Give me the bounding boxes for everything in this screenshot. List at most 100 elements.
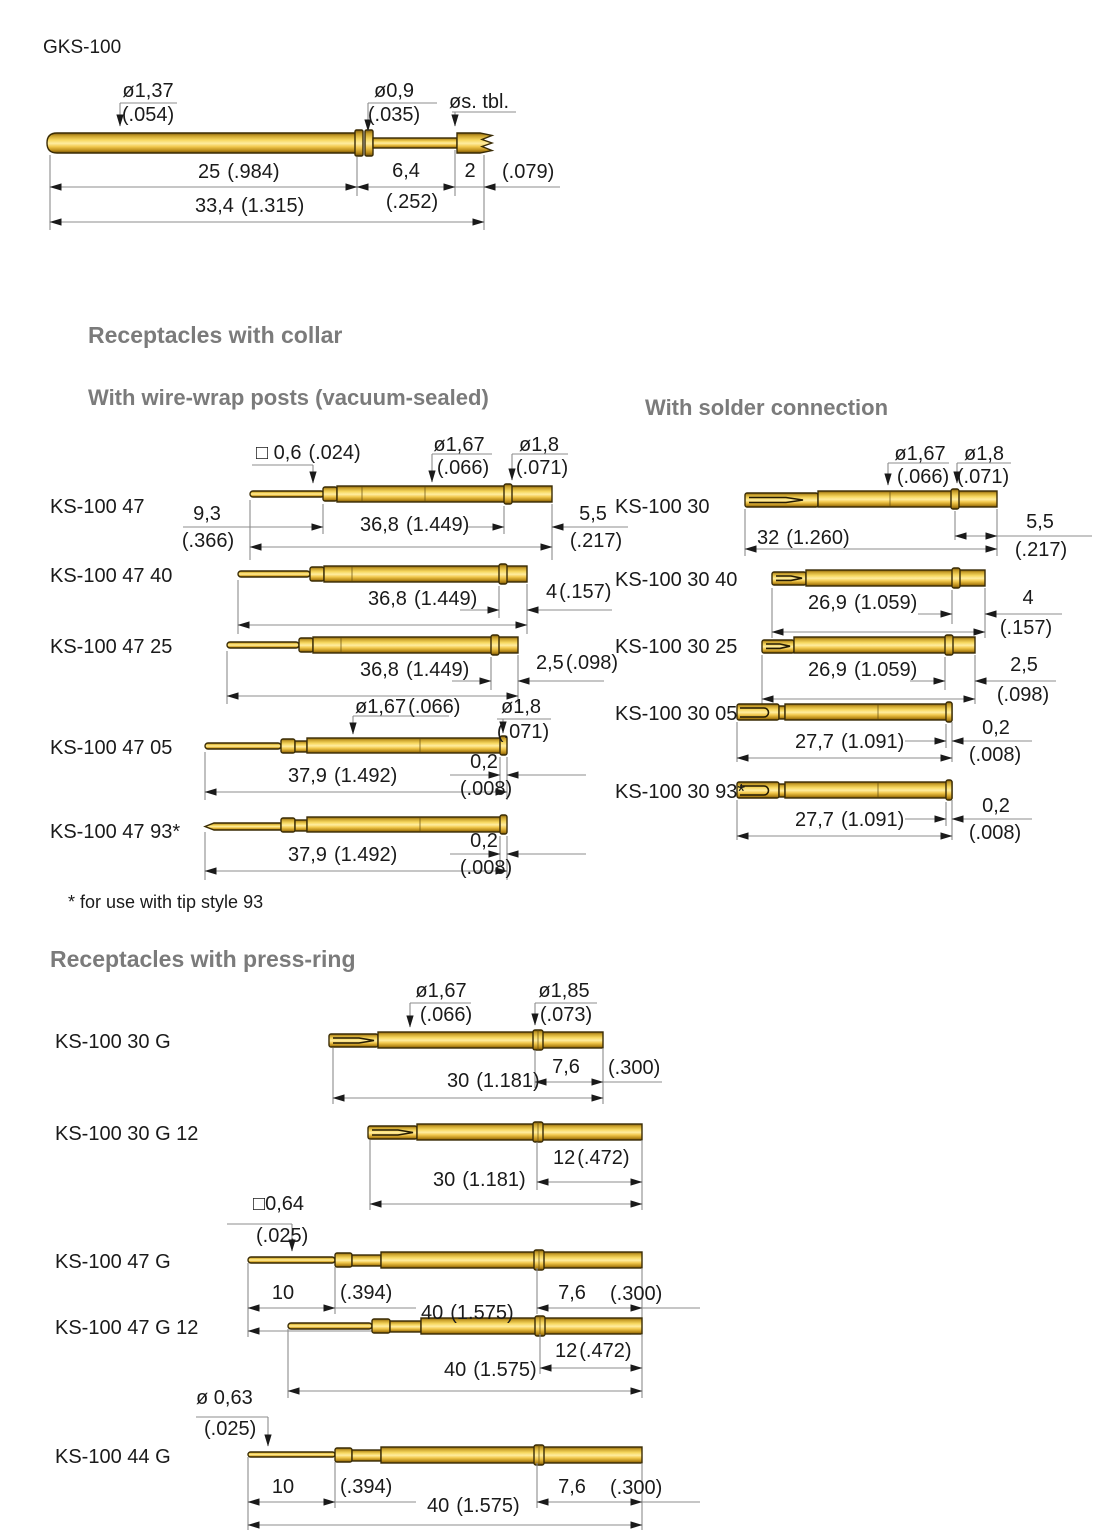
row-label: KS-100 47 <box>50 496 145 518</box>
inch: (.472) <box>579 1340 632 1362</box>
dim-plunger-length-mm: 6,4 <box>392 160 420 182</box>
ks-100-44-g-drawing <box>196 1416 700 1530</box>
dim-post-in: (.394) <box>340 1282 393 1304</box>
mm: 36,8 <box>360 514 399 536</box>
dim-dia2-mm: ø1,8 <box>500 696 542 718</box>
row-label: KS-100 47 05 <box>50 737 173 759</box>
ks-100-30-g-12-drawing <box>367 1121 643 1210</box>
dim-dia2-in: (.071) <box>496 721 550 743</box>
dim-plunger-dia-in: (.035) <box>367 104 421 126</box>
inch: (.472) <box>577 1147 630 1169</box>
dim-end-in: (.217) <box>569 530 623 552</box>
dim-square-post-in: (.025) <box>256 1225 309 1247</box>
mm: 25 <box>198 161 221 183</box>
inch: (1.091) <box>840 731 905 753</box>
dim-end-mm: 2,5 <box>1010 654 1038 676</box>
inch: (1.449) <box>405 514 470 536</box>
row-label: KS-100 30 <box>615 496 710 518</box>
mm: 30 <box>447 1070 470 1092</box>
row-label: KS-100 30 G 12 <box>55 1123 199 1145</box>
mm: 40 <box>427 1495 450 1517</box>
dim-end-in: (.008) <box>459 857 513 879</box>
dim-post-in: (.394) <box>340 1476 393 1498</box>
dim-post-mm: 10 <box>271 1282 295 1304</box>
mm: 12 <box>553 1147 576 1169</box>
dim-dia1-in: (.066) <box>419 1004 473 1026</box>
inch: (1.181) <box>476 1070 540 1092</box>
mm: 2,5 <box>536 652 564 674</box>
row-label: KS-100 30 40 <box>615 569 738 591</box>
mm: 37,9 <box>288 844 327 866</box>
mm: 30 <box>433 1169 456 1191</box>
dim-length: 27,7 (1.091) <box>795 731 905 753</box>
dim-length: 40 (1.575) <box>421 1302 514 1324</box>
dim-square-post-mm: □0,64 <box>253 1193 305 1215</box>
dim-dia1-mm: ø1,67 <box>415 980 467 1002</box>
inch: (1.315) <box>240 195 305 217</box>
row-label: KS-100 30 G <box>55 1031 171 1053</box>
dim-barrel-length: 25 (.984) <box>198 161 280 183</box>
section-heading-pressring: Receptacles with press-ring <box>50 946 356 972</box>
dim-total-length: 33,4 (1.315) <box>195 195 305 217</box>
dim-end: 2,5 (.098) <box>536 652 619 674</box>
inch: (.066) <box>408 696 461 718</box>
inch: (.024) <box>308 442 361 464</box>
inch: (1.575) <box>450 1302 514 1324</box>
dim-length: 27,7 (1.091) <box>795 810 904 831</box>
dim-end-mm: 0,2 <box>982 795 1010 817</box>
mm: 32 <box>757 527 780 549</box>
dim-dia2-mm: ø1,8 <box>963 443 1005 465</box>
dim-plunger-length-in: (.252) <box>385 191 439 213</box>
ks-100-30-93-drawing <box>736 779 1032 840</box>
mm: 40 <box>421 1302 444 1324</box>
mm: 36,8 <box>360 659 399 681</box>
inch: (1.449) <box>405 659 470 681</box>
dim-tip-dia: øs. tbl. <box>449 91 510 113</box>
ks-100-47-drawing <box>183 453 628 560</box>
inch: (1.059) <box>853 659 918 681</box>
dim-length: 36,8 (1.449) <box>360 514 470 536</box>
ks-100-30-drawing <box>744 462 1092 556</box>
mm: 33,4 <box>195 195 234 217</box>
ks-100-30-40-drawing <box>771 567 1062 638</box>
row-label: KS-100 30 25 <box>615 636 738 658</box>
dim-length: 36,8 (1.449) <box>368 589 477 610</box>
inch: (1.260) <box>786 527 850 549</box>
dim-end-mm: 5,5 <box>579 503 607 525</box>
dim-post-in: (.366) <box>181 530 235 552</box>
mm: 26,9 <box>808 659 847 681</box>
dim-end-mm: 0,2 <box>470 751 498 773</box>
dim-dia1-mm: ø1,67 <box>433 434 485 456</box>
inch: (.984) <box>227 161 280 183</box>
dim-end-in: (.008) <box>968 822 1022 844</box>
row-label: KS-100 47 93* <box>50 821 181 843</box>
dim-tip-length-mm: 2 <box>464 160 476 182</box>
dim-post-mm: 9,3 <box>193 503 221 525</box>
dim-dia1-mm: ø1,67 <box>894 443 946 465</box>
dim-end-in: (.157) <box>999 617 1053 639</box>
dim-dia2-in: (.071) <box>956 466 1010 488</box>
dim-end: 12 (.472) <box>555 1340 632 1362</box>
dim-length: 40 (1.575) <box>444 1360 537 1381</box>
dim-dia2-mm: ø1,8 <box>518 434 560 456</box>
subsection-heading-wirewrap: With wire-wrap posts (vacuum-sealed) <box>88 385 489 410</box>
dim-dia2-in: (.073) <box>539 1004 593 1026</box>
dim-end-mm: 0,2 <box>982 717 1010 739</box>
inch: (1.181) <box>462 1169 526 1191</box>
dim-dia1-in: (.066) <box>436 457 490 479</box>
dim-post-dia-mm: ø 0,63 <box>196 1387 253 1409</box>
dim-dia1-in: (.066) <box>896 466 950 488</box>
mm: □ 0,6 <box>256 442 302 464</box>
inch: (1.492) <box>333 844 398 866</box>
dim-plunger-dia-mm: ø0,9 <box>373 80 415 102</box>
dim-length: 40 (1.575) <box>427 1495 520 1517</box>
dim-length: 37,9 (1.492) <box>288 766 397 787</box>
row-label: KS-100 47 G 12 <box>55 1317 199 1339</box>
dim-end: 4 (.157) <box>546 582 611 603</box>
dim-end-in: (.300) <box>608 1057 661 1079</box>
dim-end-mm: 4 <box>1022 587 1034 609</box>
ks-100-47-25-drawing <box>226 634 604 704</box>
inch: (.098) <box>565 652 619 674</box>
dim-end-in: (.300) <box>610 1283 663 1305</box>
